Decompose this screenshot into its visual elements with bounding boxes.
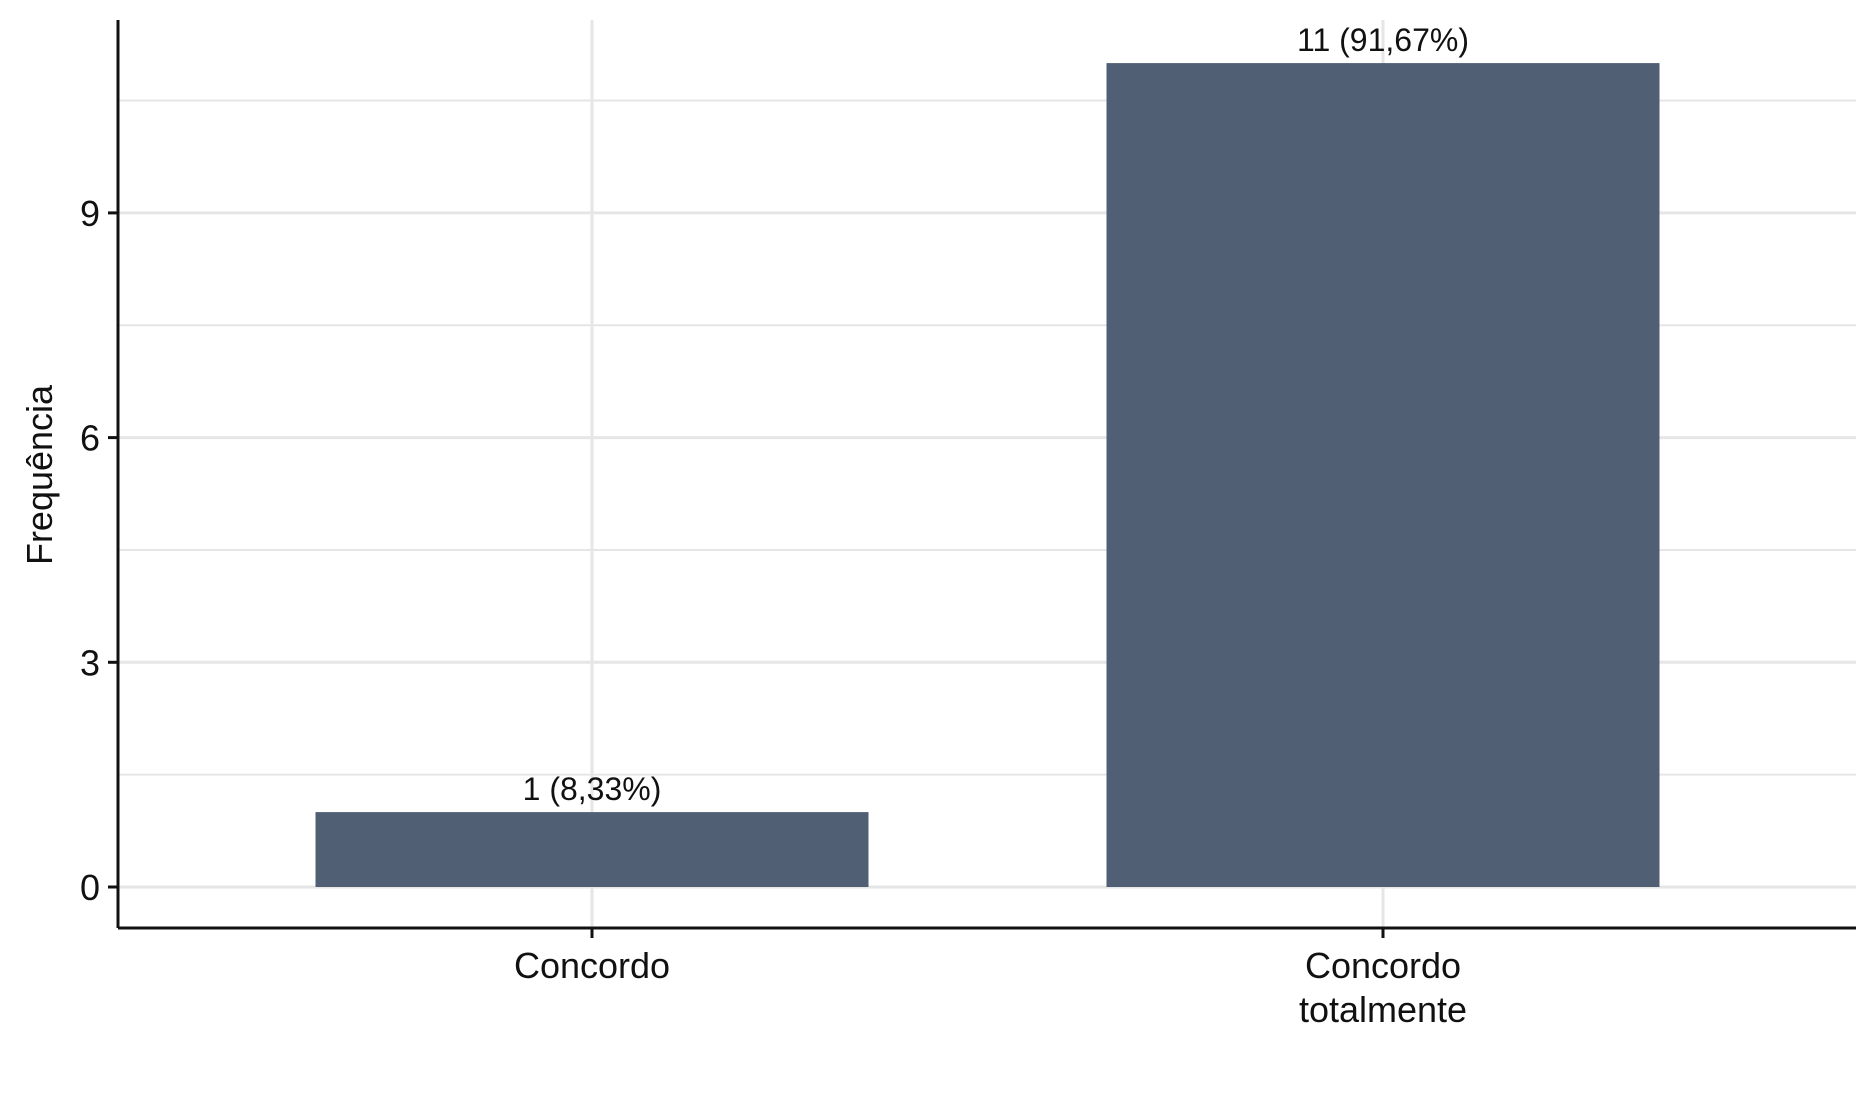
- bar-data-labels: 1 (8,33%) 11 (91,67%): [523, 22, 1469, 807]
- bars: [315, 63, 1660, 888]
- bar-data-label: 1 (8,33%): [523, 771, 662, 807]
- y-tick-label: 9: [80, 193, 100, 234]
- bar: [1106, 63, 1660, 888]
- bar: [315, 812, 869, 887]
- x-tick-label: Concordo: [514, 945, 670, 986]
- x-tick-label: Concordo totalmente: [1299, 945, 1467, 1030]
- y-tick-label: 6: [80, 418, 100, 459]
- bar-data-label: 11 (91,67%): [1297, 22, 1469, 58]
- y-tick-label: 3: [80, 642, 100, 683]
- y-ticks: 0 3 6 9: [80, 193, 118, 908]
- axes: [116, 20, 1856, 930]
- y-tick-label: 0: [80, 867, 100, 908]
- y-axis-title: Frequência: [19, 384, 60, 565]
- x-ticks: Concordo Concordo totalmente: [514, 928, 1467, 1030]
